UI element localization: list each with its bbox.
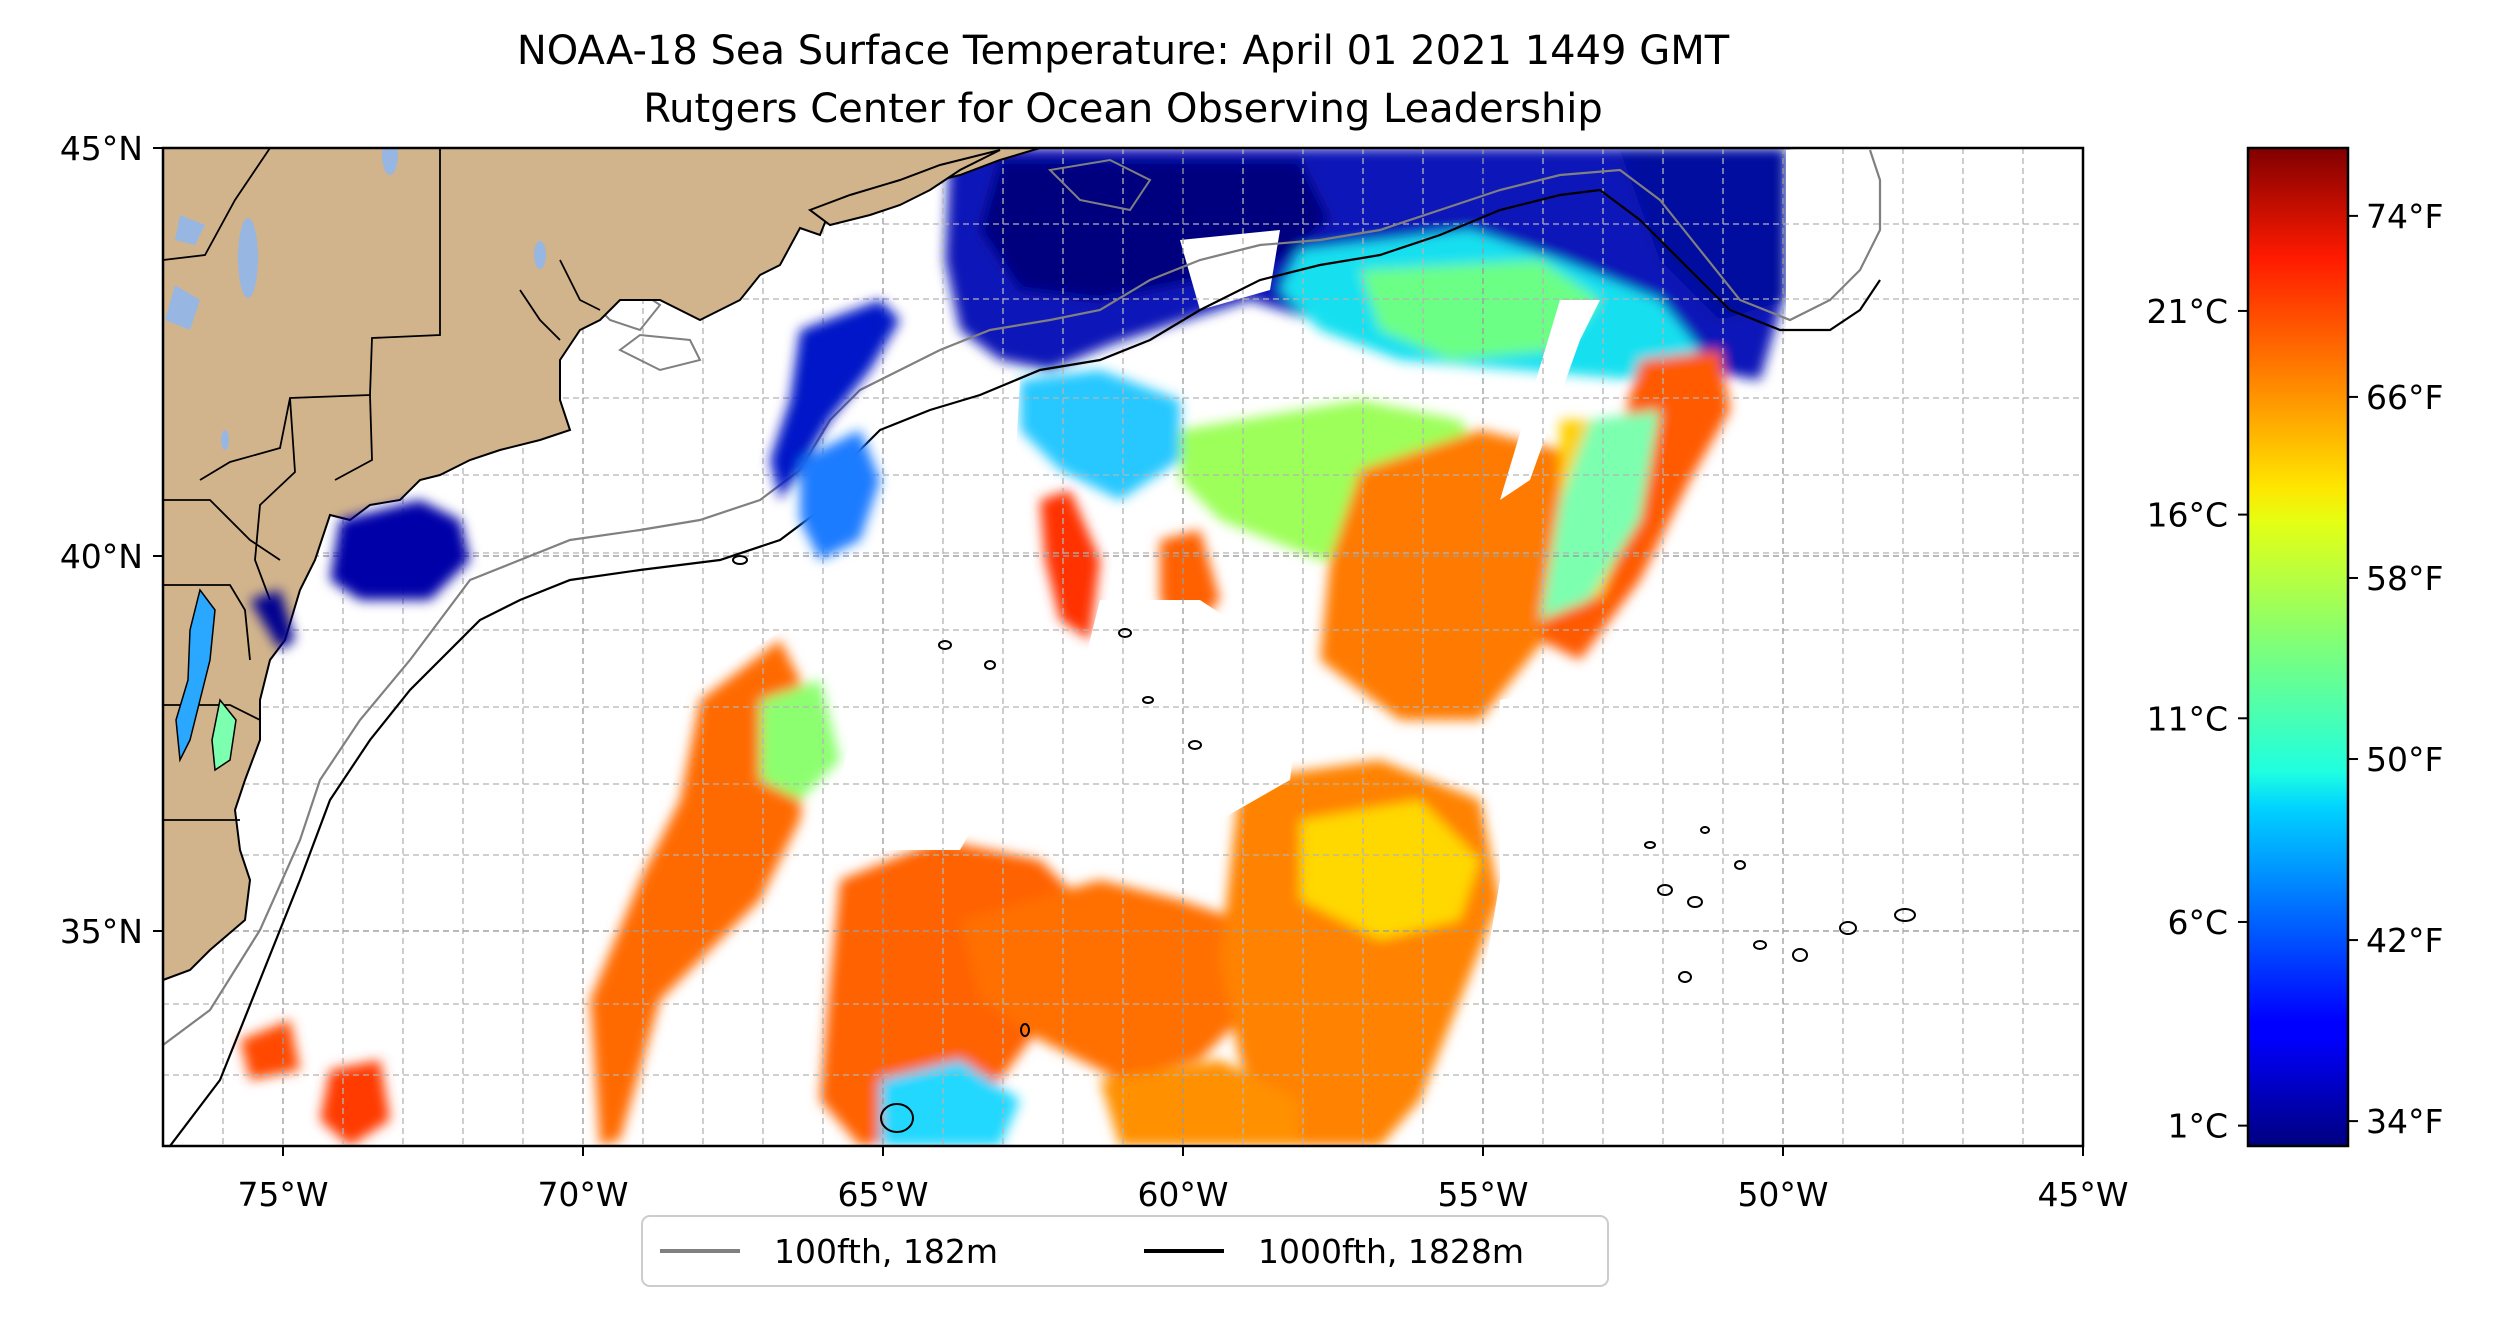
- legend-label-1000fth: 1000fth, 1828m: [1258, 1232, 1524, 1271]
- colorbar-fahrenheit-label: 50°F: [2366, 740, 2443, 779]
- colorbar-fahrenheit-label: 58°F: [2366, 559, 2443, 598]
- gridlines: [163, 148, 2083, 1146]
- cloud-mask: [520, 150, 2083, 1146]
- chesapeake-bay: [175, 588, 237, 772]
- sst-orange-south-mid: [960, 880, 1260, 1080]
- x-tick-label: 60°W: [1137, 1175, 1228, 1214]
- sst-blue-shelf: [1620, 150, 1786, 320]
- colorbar-fahrenheit-label: 66°F: [2366, 378, 2443, 417]
- sst-red-filament-west: [1040, 490, 1100, 640]
- legend-label-100fth: 100fth, 182m: [774, 1232, 998, 1271]
- legend-box: [641, 1215, 1609, 1287]
- x-tick-label: 50°W: [1737, 1175, 1828, 1214]
- sst-green-north: [1360, 260, 1600, 360]
- x-tick-label: 70°W: [537, 1175, 628, 1214]
- seamounts: [732, 555, 1916, 1133]
- y-tick-label: 45°N: [60, 129, 143, 168]
- lakes: [165, 148, 546, 450]
- sst-orange-nc-2: [240, 1020, 300, 1080]
- map-area: [163, 148, 2083, 1146]
- map-frame: [161, 146, 2085, 1148]
- colorbar-fahrenheit-label: 34°F: [2366, 1102, 2443, 1141]
- colorbar-fahrenheit-label: 42°F: [2366, 921, 2443, 960]
- sst-orange-core: [1320, 430, 1580, 720]
- sst-yellow-southeast: [1300, 800, 1480, 940]
- land-nova-scotia: [807, 149, 1001, 227]
- sst-cyan-west: [1020, 370, 1180, 500]
- title-line-2: Rutgers Center for Ocean Observing Leade…: [643, 86, 1603, 132]
- isobath-100fth-line: [163, 149, 1882, 1046]
- legend: 100fth, 182m 1000fth, 1828m: [641, 1215, 1609, 1287]
- colorbar-fahrenheit-ticks: 34°F 42°F 50°F 58°F 66°F 74°F: [2348, 197, 2443, 1141]
- x-tick-label: 75°W: [237, 1175, 328, 1214]
- colorbar-fahrenheit-label: 74°F: [2366, 197, 2443, 236]
- colorbar: 1°C 6°C 11°C 16°C 21°C 34°F 42°F 50°F 58°F 66°F 7…: [2146, 146, 2443, 1148]
- colorbar-celsius-label: 11°C: [2146, 699, 2228, 738]
- x-axis: 75°W 70°W 65°W 60°W 55°W 50°W 45°W: [237, 1146, 2129, 1214]
- sst-coastal-shelf: [250, 300, 900, 650]
- sst-cyan-south: [880, 1060, 1020, 1146]
- x-tick-label: 55°W: [1437, 1175, 1528, 1214]
- x-tick-label: 65°W: [837, 1175, 928, 1214]
- y-tick-label: 40°N: [60, 537, 143, 576]
- y-tick-label: 35°N: [60, 912, 143, 951]
- sst-green-southwest: [760, 680, 840, 800]
- title-line-1: NOAA-18 Sea Surface Temperature: April 0…: [517, 28, 1730, 74]
- y-axis: 45°N 40°N 35°N: [60, 129, 163, 951]
- sst-orange-southwest: [590, 640, 810, 1146]
- sst-green-east: [1540, 410, 1660, 620]
- colorbar-celsius-label: 21°C: [2146, 292, 2228, 331]
- colorbar-celsius-label: 16°C: [2146, 496, 2228, 535]
- colorbar-celsius-ticks: 1°C 6°C 11°C 16°C 21°C: [2146, 292, 2248, 1146]
- sst-orange-nc: [320, 1060, 390, 1146]
- colorbar-celsius-label: 6°C: [2167, 903, 2228, 942]
- land-north-america: [163, 148, 1041, 982]
- colorbar-celsius-label: 1°C: [2167, 1107, 2228, 1146]
- x-tick-label: 45°W: [2037, 1175, 2128, 1214]
- isobath-1000fth-line: [169, 188, 1881, 1146]
- colorbar-gradient: [2246, 146, 2350, 1148]
- sst-orange-far-south: [1100, 1060, 1300, 1146]
